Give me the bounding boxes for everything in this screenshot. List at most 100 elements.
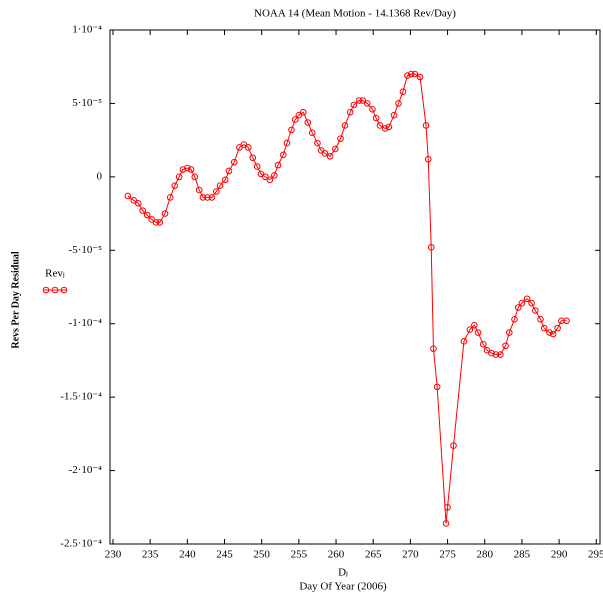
data-point xyxy=(427,244,435,251)
data-point xyxy=(474,329,482,336)
data-point xyxy=(346,108,354,116)
data-point xyxy=(483,346,491,354)
data-point xyxy=(291,116,299,123)
data-point xyxy=(300,108,307,116)
y-tick-label: 0 xyxy=(97,170,103,182)
x-tick-label: 260 xyxy=(328,549,345,561)
data-point xyxy=(208,194,216,201)
data-point xyxy=(523,295,531,303)
data-point xyxy=(221,176,229,184)
data-point xyxy=(337,135,344,142)
data-point xyxy=(537,316,544,323)
data-point xyxy=(230,158,238,166)
data-point xyxy=(518,299,526,307)
data-point xyxy=(262,173,269,181)
data-point xyxy=(546,329,553,336)
data-point xyxy=(411,70,419,78)
data-point xyxy=(355,97,363,104)
data-point xyxy=(341,122,349,129)
y-tick-label: -1.5·10⁻⁴ xyxy=(60,391,102,403)
data-point xyxy=(363,100,371,107)
y-tick-label: 1·10⁻⁴ xyxy=(72,24,102,36)
data-point xyxy=(511,316,518,323)
x-tick-label: 280 xyxy=(476,549,493,561)
data-point xyxy=(372,114,380,122)
data-point xyxy=(404,72,411,79)
x-tick-label: 240 xyxy=(179,549,196,561)
data-point xyxy=(326,152,334,160)
data-point xyxy=(407,70,415,78)
data-point xyxy=(166,194,174,201)
data-point xyxy=(304,119,312,126)
data-point xyxy=(497,351,504,358)
data-point xyxy=(479,340,487,348)
y-tick-label: 5·10⁻⁵ xyxy=(72,97,102,109)
data-point xyxy=(321,150,329,157)
data-point xyxy=(191,173,199,181)
y-tick-label: -2.5·10⁻⁴ xyxy=(60,538,102,550)
data-point xyxy=(130,197,138,204)
data-point xyxy=(295,111,303,119)
x-tick-label: 270 xyxy=(402,549,419,561)
data-point xyxy=(350,101,358,109)
x-tick-label: 285 xyxy=(514,549,531,561)
x-tick-label: 255 xyxy=(291,549,308,561)
data-point xyxy=(416,73,424,81)
data-point xyxy=(245,144,252,151)
data-point xyxy=(249,154,257,162)
data-point xyxy=(554,324,561,332)
data-point xyxy=(266,176,274,184)
data-point xyxy=(488,349,495,357)
data-point xyxy=(466,326,474,333)
data-point xyxy=(399,88,407,95)
x-axis-label: Dⱼ xyxy=(338,567,348,579)
data-point xyxy=(152,219,160,226)
data-point xyxy=(514,304,522,311)
x-tick-label: 290 xyxy=(551,549,568,561)
y-tick-label: -2·10⁻⁴ xyxy=(69,464,103,476)
x-tick-label: 230 xyxy=(105,549,122,561)
x-tick-label: 235 xyxy=(142,549,159,561)
data-point xyxy=(175,173,183,181)
data-point xyxy=(216,182,224,189)
data-point xyxy=(271,172,278,179)
data-point xyxy=(139,207,147,214)
data-point xyxy=(213,188,220,195)
data-point xyxy=(471,321,478,329)
plot-frame xyxy=(109,29,601,545)
legend-label: Revⱼ xyxy=(45,268,65,280)
chart-title: NOAA 14 (Mean Motion - 14.1368 Rev/Day) xyxy=(254,8,456,20)
data-point xyxy=(279,151,287,159)
data-point xyxy=(283,139,291,147)
data-point xyxy=(240,141,248,148)
data-point xyxy=(225,167,233,175)
data-point xyxy=(390,111,398,119)
data-point xyxy=(549,330,557,338)
data-point xyxy=(236,144,243,151)
legend-marker xyxy=(60,286,68,294)
data-point xyxy=(385,123,393,131)
y-tick-label: -1·10⁻⁴ xyxy=(69,317,103,329)
y-axis-label: Revs Per Day Residual xyxy=(10,251,21,349)
x-tick-label: 295 xyxy=(588,549,603,561)
x-tick-label: 275 xyxy=(439,549,456,561)
data-point xyxy=(505,329,513,336)
data-point xyxy=(381,125,389,132)
data-point xyxy=(195,186,203,194)
data-point xyxy=(288,126,295,134)
data-point xyxy=(444,503,451,511)
data-point xyxy=(563,317,570,325)
data-point xyxy=(331,145,339,153)
data-point xyxy=(442,520,450,527)
data-point xyxy=(161,210,169,217)
data-point xyxy=(187,166,195,173)
legend-marker xyxy=(51,286,59,294)
x-tick-label: 265 xyxy=(365,549,382,561)
data-point xyxy=(424,155,432,163)
data-point xyxy=(308,129,316,137)
data-point xyxy=(184,164,191,172)
x-axis-sublabel: Day Of Year (2006) xyxy=(299,581,387,593)
data-point xyxy=(148,216,155,223)
data-point xyxy=(492,351,500,358)
